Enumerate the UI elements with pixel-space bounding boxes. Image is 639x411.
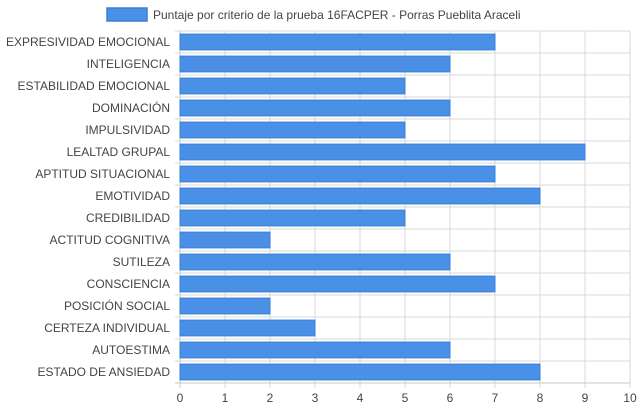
category-label: SUTILEZA [113,255,170,269]
bar[interactable] [179,231,271,249]
legend-swatch [106,7,148,22]
x-tick-label: 4 [357,391,364,405]
bar[interactable] [179,319,316,337]
bar[interactable] [179,187,541,205]
category-label: LEALTAD GRUPAL [67,145,171,159]
x-tick-label: 7 [492,391,499,405]
category-label: IMPULSIVIDAD [85,123,170,137]
category-label: EXPRESIVIDAD EMOCIONAL [6,35,170,49]
x-tick-label: 0 [177,391,184,405]
category-label: ESTABILIDAD EMOCIONAL [18,79,171,93]
category-label: CONSCIENCIA [87,277,170,291]
legend-label: Puntaje por criterio de la prueba 16FACP… [153,8,521,22]
bar[interactable] [179,341,451,359]
bar[interactable] [179,99,451,117]
legend[interactable]: Puntaje por criterio de la prueba 16FACP… [106,7,521,22]
category-label: APTITUD SITUACIONAL [35,167,170,181]
category-label: DOMINACIÓN [92,100,170,115]
category-label: INTELIGENCIA [87,57,170,71]
category-label: CERTEZA INDIVIDUAL [44,321,170,335]
x-axis-ticks: 0 1 2 3 4 5 6 7 8 9 10 [177,391,637,405]
x-tick-label: 1 [222,391,229,405]
bar[interactable] [179,165,496,183]
bar[interactable] [179,253,451,271]
bar[interactable] [179,77,406,95]
bar[interactable] [179,55,451,73]
bar[interactable] [179,121,406,139]
category-label: EMOTIVIDAD [95,189,170,203]
x-tick-label: 6 [447,391,454,405]
category-label: ACTITUD COGNITIVA [50,233,170,247]
category-label: POSICIÓN SOCIAL [64,298,170,313]
bar[interactable] [179,297,271,315]
x-tick-label: 2 [267,391,274,405]
bar[interactable] [179,143,586,161]
x-tick-label: 3 [312,391,319,405]
bar[interactable] [179,275,496,293]
bar[interactable] [179,363,541,381]
x-tick-label: 10 [623,391,637,405]
bar[interactable] [179,33,496,51]
bars [179,33,586,381]
x-tick-label: 8 [537,391,544,405]
bar[interactable] [179,209,406,227]
category-labels: EXPRESIVIDAD EMOCIONAL INTELIGENCIA ESTABI… [6,35,170,379]
x-tick-label: 9 [582,391,589,405]
category-label: AUTOESTIMA [92,343,170,357]
category-label: CREDIBILIDAD [86,211,170,225]
x-tick-label: 5 [402,391,409,405]
category-label: ESTADO DE ANSIEDAD [38,365,171,379]
